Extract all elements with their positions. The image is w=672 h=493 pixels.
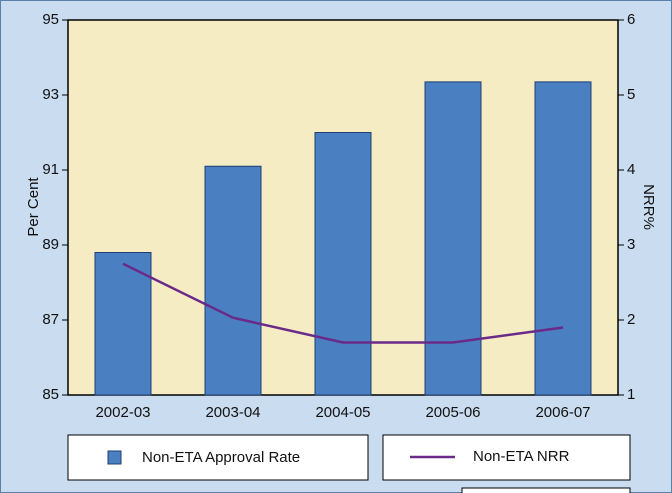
y2-tick-label: 6: [627, 11, 635, 28]
y2-tick-label: 5: [627, 86, 635, 103]
y-axis-label: Per Cent: [25, 177, 42, 237]
legend-swatch: [107, 450, 122, 465]
y-tick-label: 85: [42, 386, 59, 403]
bar: [534, 81, 592, 396]
x-tick-label: 2006-07: [535, 404, 590, 421]
empty-box: [461, 487, 631, 493]
bar: [94, 252, 152, 396]
bar: [204, 165, 262, 396]
legend-label: Non-ETA NRR: [473, 448, 570, 465]
x-tick-label: 2004-05: [315, 404, 370, 421]
legend-label: Non-ETA Approval Rate: [142, 449, 300, 466]
y-tick-label: 93: [42, 86, 59, 103]
x-tick-label: 2005-06: [425, 404, 480, 421]
y2-tick-label: 3: [627, 236, 635, 253]
y2-axis-label: NRR%: [640, 184, 657, 230]
x-tick-label: 2002-03: [95, 404, 150, 421]
x-tick-label: 2003-04: [205, 404, 260, 421]
line: [122, 262, 564, 344]
y2-tick-label: 2: [627, 311, 635, 328]
y-tick-label: 91: [42, 161, 59, 178]
y2-tick-label: 4: [627, 161, 635, 178]
y-tick-label: 95: [42, 11, 59, 28]
y-tick-label: 89: [42, 236, 59, 253]
y-tick-label: 87: [42, 311, 59, 328]
bar: [314, 132, 372, 396]
bar: [424, 81, 482, 396]
y2-tick-label: 1: [627, 386, 635, 403]
